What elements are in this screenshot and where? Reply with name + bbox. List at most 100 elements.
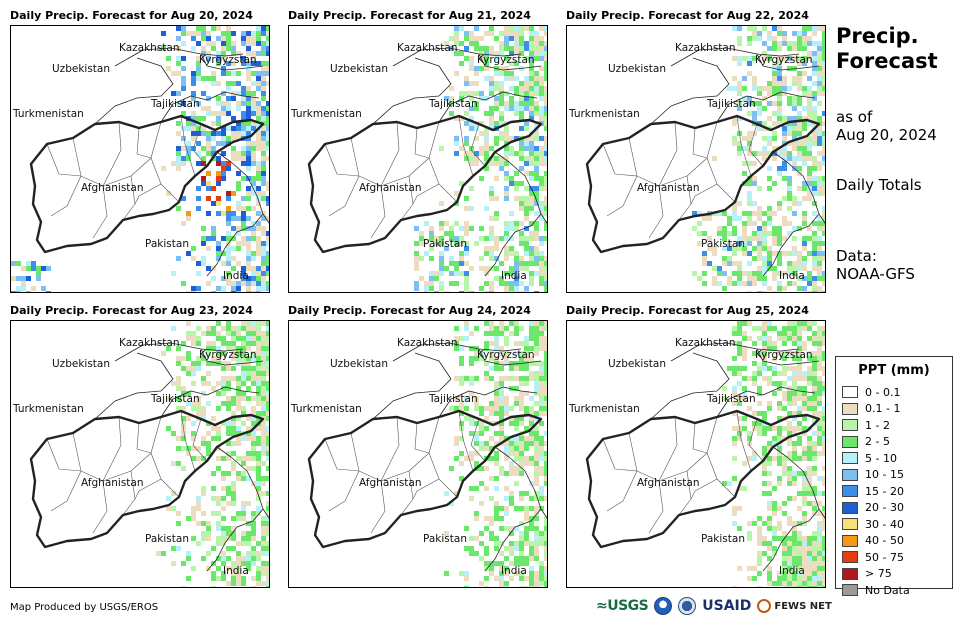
precip-cell — [524, 26, 529, 31]
precip-cell — [246, 331, 251, 336]
precip-cell — [519, 126, 524, 131]
precip-cell — [767, 441, 772, 446]
country-label-uzbekistan: Uzbekistan — [52, 358, 110, 370]
pakistan-border — [484, 151, 542, 277]
precip-cell — [216, 241, 221, 246]
precip-cell — [439, 266, 444, 271]
precip-cell — [742, 236, 747, 241]
precip-cell — [762, 276, 767, 281]
precip-cell — [211, 386, 216, 391]
precip-cell — [211, 586, 216, 587]
precip-grid — [11, 26, 269, 292]
precip-cell — [817, 521, 822, 526]
precip-cell — [256, 426, 261, 431]
precip-cell — [464, 546, 469, 551]
precip-cell — [489, 531, 494, 536]
precip-cell — [787, 101, 792, 106]
precip-cell — [802, 286, 807, 291]
precip-cell — [767, 151, 772, 156]
precip-cell — [241, 406, 246, 411]
precip-cell — [191, 96, 196, 101]
precip-cell — [266, 391, 269, 396]
precip-cell — [211, 291, 216, 292]
precip-cell — [539, 251, 544, 256]
precip-cell — [802, 586, 807, 587]
precip-cell — [529, 236, 534, 241]
precip-cell — [519, 436, 524, 441]
precip-cell — [822, 56, 825, 61]
precip-cell — [822, 186, 825, 191]
precip-cell — [206, 401, 211, 406]
precip-cell — [812, 31, 817, 36]
precip-cell — [191, 136, 196, 141]
precip-cell — [707, 236, 712, 241]
precip-cell — [777, 106, 782, 111]
precip-cell — [767, 31, 772, 36]
country-label-india: India — [223, 270, 249, 282]
precip-cell — [201, 226, 206, 231]
precip-cell — [762, 41, 767, 46]
precip-cell — [256, 116, 261, 121]
precip-cell — [782, 331, 787, 336]
precip-cell — [762, 411, 767, 416]
precip-cell — [16, 261, 21, 266]
precip-cell — [707, 261, 712, 266]
precip-cell — [544, 286, 547, 291]
precip-cell — [822, 421, 825, 426]
precip-cell — [489, 256, 494, 261]
precip-cell — [812, 391, 817, 396]
precip-cell — [534, 426, 539, 431]
precip-cell — [807, 101, 812, 106]
precip-cell — [529, 421, 534, 426]
precip-cell — [797, 201, 802, 206]
precip-cell — [41, 266, 46, 271]
precip-cell — [747, 71, 752, 76]
precip-cell — [454, 491, 459, 496]
precip-cell — [176, 346, 181, 351]
precip-cell — [762, 451, 767, 456]
precip-cell — [261, 136, 266, 141]
precip-cell — [534, 211, 539, 216]
precip-cell — [474, 376, 479, 381]
precip-cell — [767, 221, 772, 226]
precip-cell — [742, 231, 747, 236]
precip-cell — [236, 426, 241, 431]
forecast-panel-5: Daily Precip. Forecast for Aug 24, 2024 … — [288, 304, 548, 590]
data-source-value: NOAA-GFS — [836, 265, 915, 283]
precip-cell — [494, 366, 499, 371]
precip-cell — [822, 576, 825, 581]
precip-cell — [807, 96, 812, 101]
precip-cell — [777, 241, 782, 246]
precip-cell — [817, 431, 822, 436]
precip-cell — [737, 271, 742, 276]
precip-cell — [514, 51, 519, 56]
precip-cell — [732, 371, 737, 376]
precip-cell — [817, 236, 822, 241]
precip-cell — [802, 431, 807, 436]
precip-cell — [777, 236, 782, 241]
precip-cell — [767, 261, 772, 266]
precip-cell — [692, 226, 697, 231]
precip-cell — [817, 566, 822, 571]
precip-cell — [792, 366, 797, 371]
province-boundary — [692, 422, 708, 454]
precip-cell — [196, 366, 201, 371]
precip-cell — [251, 411, 256, 416]
precip-cell — [469, 456, 474, 461]
precip-cell — [191, 31, 196, 36]
precip-cell — [21, 286, 26, 291]
precip-cell — [792, 431, 797, 436]
precip-cell — [772, 486, 777, 491]
precip-cell — [261, 376, 266, 381]
precip-cell — [499, 361, 504, 366]
precip-cell — [782, 31, 787, 36]
precip-cell — [494, 36, 499, 41]
precip-cell — [246, 451, 251, 456]
precip-cell — [787, 96, 792, 101]
precip-cell — [822, 561, 825, 566]
precip-cell — [812, 236, 817, 241]
precip-cell — [797, 421, 802, 426]
precip-cell — [772, 426, 777, 431]
precip-cell — [792, 541, 797, 546]
